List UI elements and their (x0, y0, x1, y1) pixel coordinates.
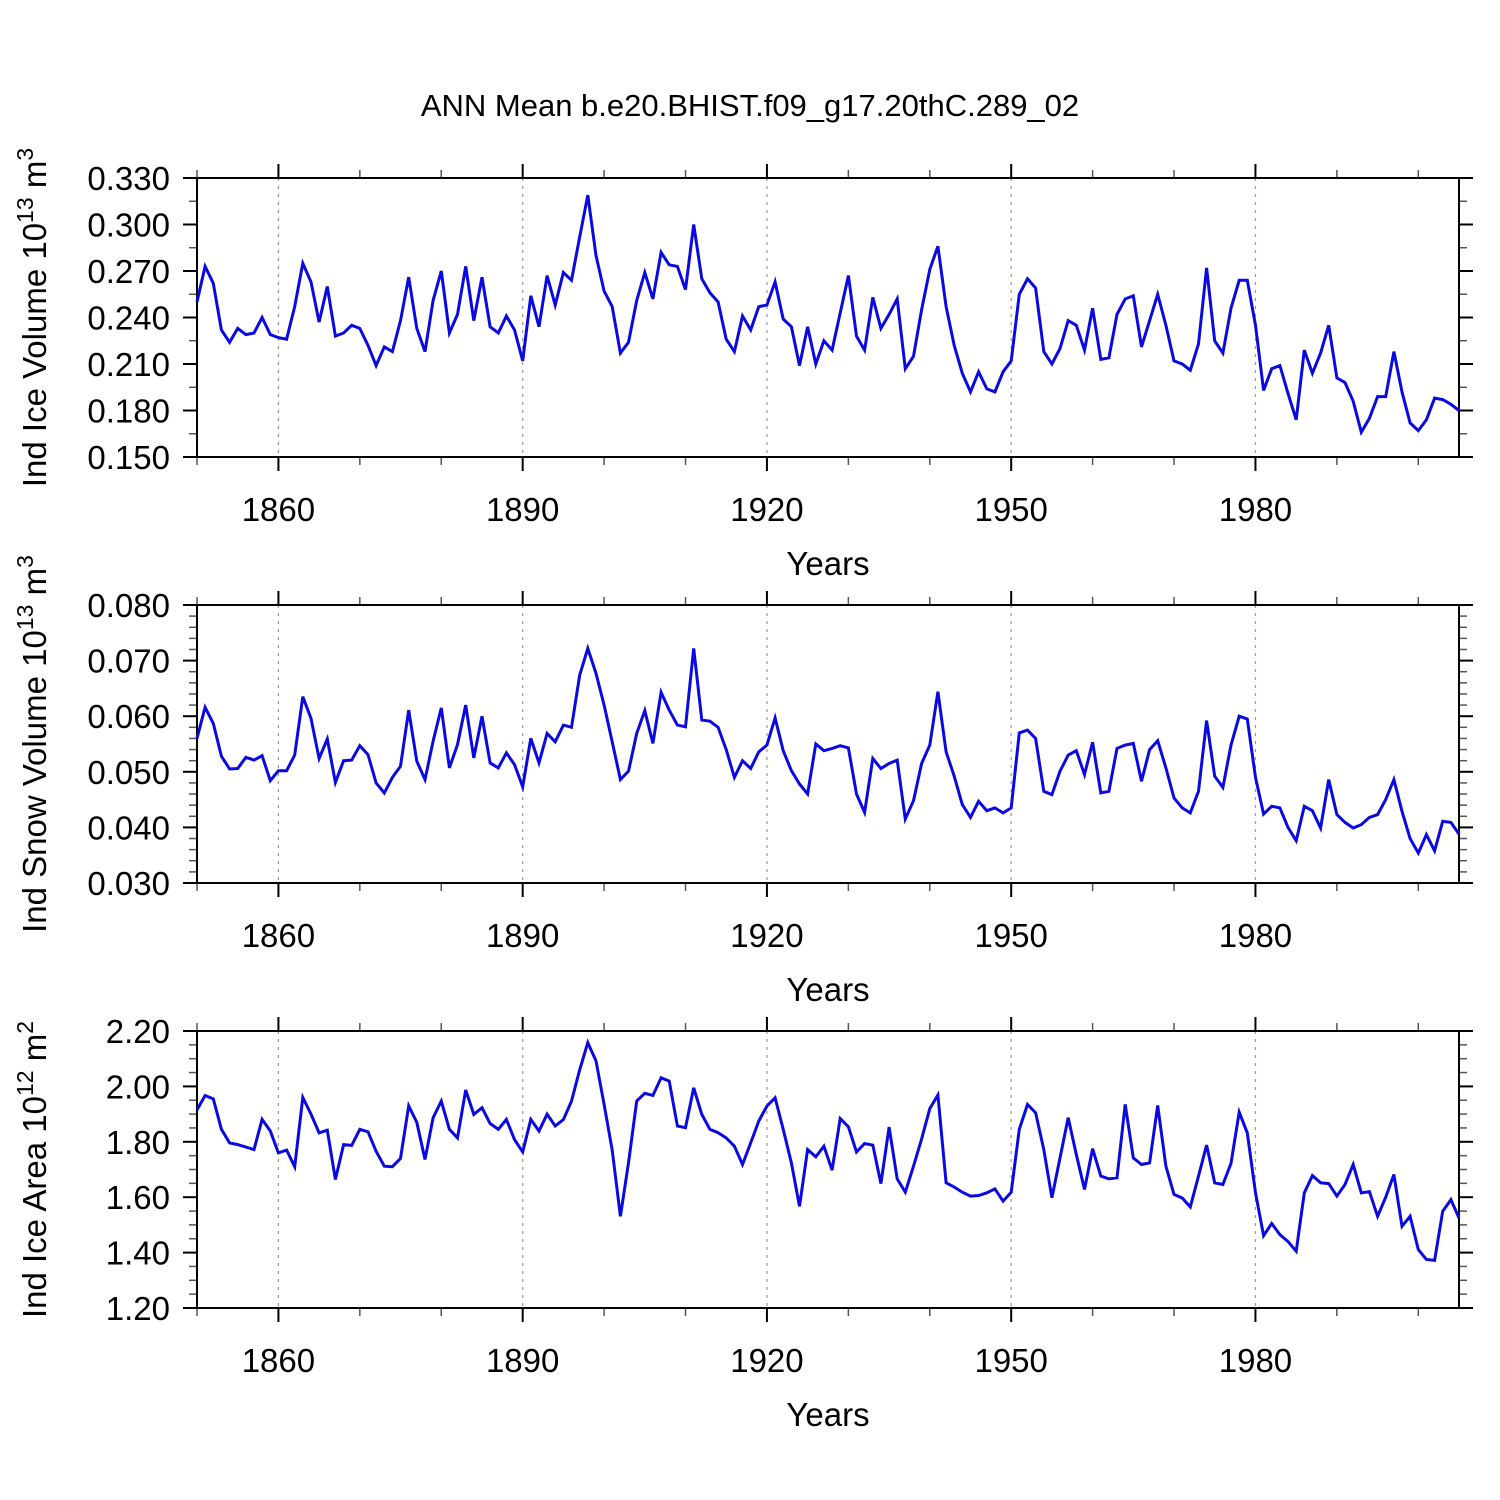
y-tick-label: 0.270 (87, 253, 170, 290)
x-axis-label: Years (786, 545, 869, 582)
x-tick-label: 1860 (242, 491, 315, 528)
y-axis-label: Ind Snow Volume 1013 m3 (12, 555, 53, 933)
x-tick-label: 1890 (486, 491, 559, 528)
x-axis-label: Years (786, 971, 869, 1008)
x-axis-label: Years (786, 1396, 869, 1433)
x-tick-label: 1860 (242, 1342, 315, 1379)
y-tick-label: 0.300 (87, 207, 170, 244)
x-tick-label: 1950 (974, 1342, 1047, 1379)
y-tick-label: 0.210 (87, 346, 170, 383)
panel-frame (196, 1030, 1460, 1309)
x-tick-label: 1920 (730, 491, 803, 528)
y-tick-label: 1.40 (106, 1235, 170, 1272)
y-tick-label: 0.180 (87, 393, 170, 430)
y-tick-label: 0.050 (87, 754, 170, 791)
x-tick-label: 1890 (486, 917, 559, 954)
x-tick-label: 1920 (730, 917, 803, 954)
x-tick-label: 1890 (486, 1342, 559, 1379)
y-tick-label: 0.330 (87, 160, 170, 197)
data-line-ice-area (195, 1038, 1461, 1263)
y-tick-label: 1.80 (106, 1124, 170, 1161)
panel-frame (196, 604, 1460, 884)
y-tick-label: 1.20 (106, 1290, 170, 1327)
y-tick-label: 0.080 (87, 587, 170, 624)
y-tick-label: 1.60 (106, 1179, 170, 1216)
x-tick-label: 1980 (1219, 917, 1292, 954)
x-tick-label: 1950 (974, 917, 1047, 954)
y-tick-label: 0.150 (87, 439, 170, 476)
y-axis-label: Ind Ice Area 1012 m2 (12, 1021, 53, 1318)
y-tick-label: 0.240 (87, 300, 170, 337)
chart-title: ANN Mean b.e20.BHIST.f09_g17.20thC.289_0… (420, 88, 1080, 123)
y-tick-label: 0.070 (87, 643, 170, 680)
y-axis-label: Ind Ice Volume 1013 m3 (12, 148, 53, 487)
y-tick-label: 0.060 (87, 698, 170, 735)
panel-ice-area: 1860 1890 1920 1950 1980 1.20 1.40 1.60 1.80 2.00… (12, 1013, 1473, 1433)
panel-snow-volume: 1860 1890 1920 1950 1980 0.030 0.040 0.050 0.060… (12, 555, 1473, 1008)
y-tick-label: 0.040 (87, 809, 170, 846)
y-tick-label: 2.20 (106, 1013, 170, 1050)
panel-frame (196, 177, 1460, 458)
x-tick-label: 1980 (1219, 491, 1292, 528)
x-tick-label: 1980 (1219, 1342, 1292, 1379)
x-tick-label: 1920 (730, 1342, 803, 1379)
panel-ice-volume: 1860 1890 1920 1950 1980 0.150 0.180 0.210 0.240… (12, 148, 1473, 582)
data-line-ice-volume (195, 194, 1460, 437)
y-tick-label: 0.030 (87, 865, 170, 902)
x-tick-label: 1950 (974, 491, 1047, 528)
x-tick-label: 1860 (242, 917, 315, 954)
data-line-snow-volume (195, 643, 1461, 857)
y-tick-label: 2.00 (106, 1068, 170, 1105)
